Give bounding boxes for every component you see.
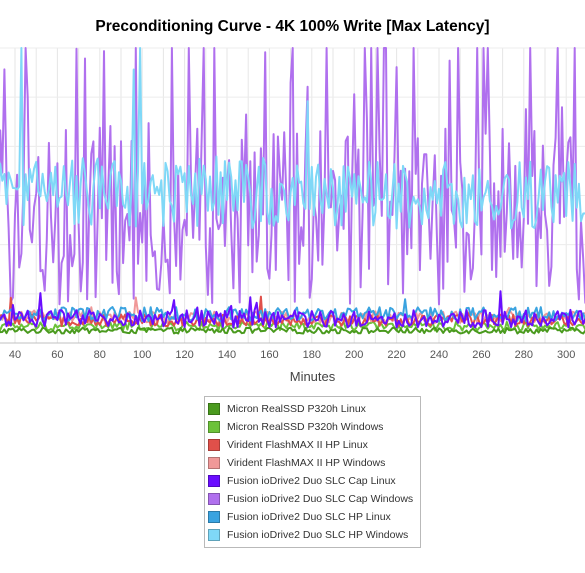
legend-label: Virident FlashMAX II HP Linux [227,439,368,451]
x-tick-label: 220 [387,349,405,361]
legend-swatch [208,439,220,451]
legend-swatch [208,403,220,415]
legend-label: Virident FlashMAX II HP Windows [227,457,386,469]
chart-title: Preconditioning Curve - 4K 100% Write [M… [95,18,490,35]
legend-swatch [208,529,220,541]
legend-label: Fusion ioDrive2 Duo SLC Cap Linux [227,475,396,487]
x-tick-label: 140 [218,349,236,361]
legend-swatch [208,493,220,505]
x-tick-label: 260 [472,349,490,361]
x-tick-label: 280 [515,349,533,361]
legend-item[interactable]: Fusion ioDrive2 Duo SLC Cap Linux [208,472,396,490]
legend-label: Micron RealSSD P320h Windows [227,421,384,433]
series-line-7 [0,47,585,230]
legend-item[interactable]: Fusion ioDrive2 Duo SLC HP Linux [208,508,391,526]
legend-swatch [208,457,220,469]
legend-label: Fusion ioDrive2 Duo SLC HP Windows [227,529,409,541]
series-line-4 [0,290,585,329]
legend-item[interactable]: Micron RealSSD P320h Windows [208,418,383,436]
legend-swatch [208,511,220,523]
x-tick-label: 60 [51,349,63,361]
legend-item[interactable]: Fusion ioDrive2 Duo SLC HP Windows [208,526,408,544]
legend: Micron RealSSD P320h Linux Micron RealSSD… [204,396,421,548]
x-tick-label: 180 [303,349,321,361]
legend-item[interactable]: Virident FlashMAX II HP Linux [208,436,368,454]
legend-item[interactable]: Micron RealSSD P320h Linux [208,400,366,418]
x-axis-label: Minutes [289,369,336,384]
x-tick-label: 80 [94,349,106,361]
series-line-0 [0,326,585,335]
x-tick-label: 240 [430,349,448,361]
x-tick-label: 40 [9,349,21,361]
x-tick-label: 160 [260,349,278,361]
series-line-5 [0,47,585,306]
x-tick-label: 200 [345,349,363,361]
legend-label: Micron RealSSD P320h Linux [227,403,366,415]
legend-swatch [208,475,220,487]
x-tick-labels: 40 60 80 100 120 140 160 180 200 220 240 260 280 300 [9,349,576,361]
x-tick-label: 100 [133,349,151,361]
x-tick-label: 300 [557,349,575,361]
legend-item[interactable]: Fusion ioDrive2 Duo SLC Cap Windows [208,490,413,508]
x-tick-label: 120 [175,349,193,361]
legend-label: Fusion ioDrive2 Duo SLC Cap Windows [227,493,414,505]
legend-item[interactable]: Virident FlashMAX II HP Windows [208,454,385,472]
legend-swatch [208,421,220,433]
series-lines [0,47,585,335]
legend-label: Fusion ioDrive2 Duo SLC HP Linux [227,511,391,523]
